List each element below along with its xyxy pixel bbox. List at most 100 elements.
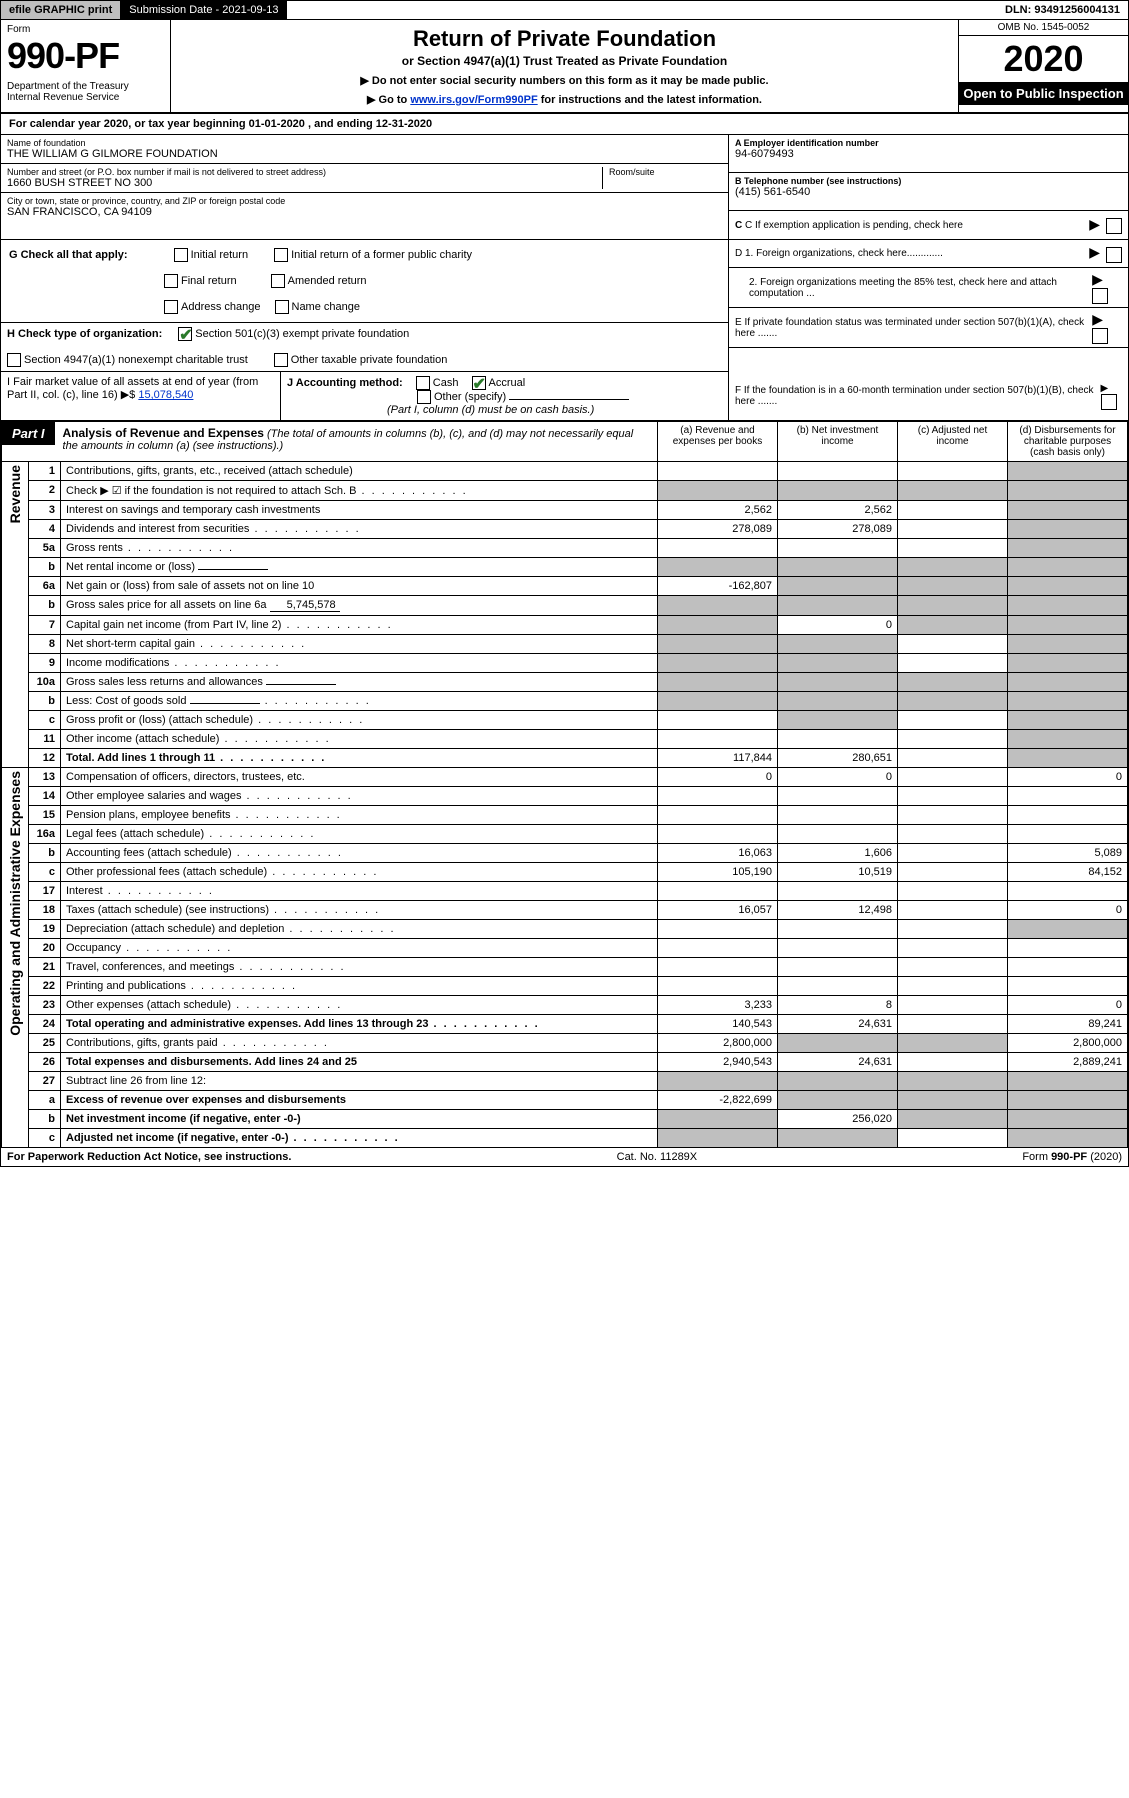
- chk-initial-former[interactable]: [274, 248, 288, 262]
- e-checkbox[interactable]: [1092, 328, 1108, 344]
- phone-value: (415) 561-6540: [735, 186, 1122, 198]
- value-cell: 2,800,000: [1008, 1034, 1128, 1053]
- line-number: 13: [29, 768, 61, 787]
- value-cell: [1008, 673, 1128, 692]
- table-row: 3Interest on savings and temporary cash …: [2, 501, 1128, 520]
- value-cell: [658, 462, 778, 481]
- chk-other-tax[interactable]: [274, 353, 288, 367]
- f-checkbox[interactable]: [1101, 394, 1117, 410]
- line-description: Depreciation (attach schedule) and deple…: [61, 920, 658, 939]
- table-row: 9Income modifications: [2, 654, 1128, 673]
- value-cell: [1008, 1091, 1128, 1110]
- value-cell: [898, 1091, 1008, 1110]
- line-number: 16a: [29, 825, 61, 844]
- j-label: J Accounting method:: [287, 377, 403, 389]
- c-exemption-row: C C If exemption application is pending,…: [729, 211, 1128, 239]
- line-number: 1: [29, 462, 61, 481]
- value-cell: [898, 1015, 1008, 1034]
- line-number: b: [29, 692, 61, 711]
- value-cell: [778, 939, 898, 958]
- dept-label: Department of the Treasury Internal Reve…: [7, 81, 164, 103]
- value-cell: [1008, 635, 1128, 654]
- submission-date: Submission Date - 2021-09-13: [121, 1, 286, 19]
- irs-link[interactable]: www.irs.gov/Form990PF: [410, 94, 537, 106]
- value-cell: [778, 692, 898, 711]
- chk-name-change[interactable]: [275, 300, 289, 314]
- g-label: G Check all that apply:: [9, 249, 128, 261]
- i-value-link[interactable]: 15,078,540: [138, 389, 193, 401]
- chk-accrual[interactable]: [472, 376, 486, 390]
- opt-accrual: Accrual: [489, 377, 526, 389]
- value-cell: [898, 711, 1008, 730]
- chk-4947[interactable]: [7, 353, 21, 367]
- value-cell: [898, 462, 1008, 481]
- line-description: Dividends and interest from securities: [61, 520, 658, 539]
- d2-checkbox[interactable]: [1092, 288, 1108, 304]
- d1-checkbox[interactable]: [1106, 247, 1122, 263]
- open-public-badge: Open to Public Inspection: [959, 82, 1128, 105]
- chk-other-method[interactable]: [417, 390, 431, 404]
- form-id-block: Form 990-PF Department of the Treasury I…: [1, 20, 171, 112]
- form-year-block: OMB No. 1545-0052 2020 Open to Public In…: [958, 20, 1128, 112]
- table-row: 5aGross rents: [2, 539, 1128, 558]
- footer-right: Form 990-PF (2020): [1022, 1151, 1122, 1163]
- line-description: Taxes (attach schedule) (see instruction…: [61, 901, 658, 920]
- value-cell: 8: [778, 996, 898, 1015]
- line-description: Check ▶ ☑ if the foundation is not requi…: [61, 481, 658, 501]
- ij-row: I Fair market value of all assets at end…: [1, 372, 1128, 421]
- line-number: c: [29, 711, 61, 730]
- j-note: (Part I, column (d) must be on cash basi…: [387, 404, 594, 416]
- value-cell: [898, 768, 1008, 787]
- line-number: 4: [29, 520, 61, 539]
- value-cell: [658, 711, 778, 730]
- value-cell: [658, 787, 778, 806]
- value-cell: [898, 825, 1008, 844]
- value-cell: [778, 462, 898, 481]
- value-cell: [778, 673, 898, 692]
- value-cell: 24,631: [778, 1015, 898, 1034]
- value-cell: [658, 977, 778, 996]
- calendar-year-row: For calendar year 2020, or tax year begi…: [1, 114, 1128, 135]
- line-description: Gross profit or (loss) (attach schedule): [61, 711, 658, 730]
- line-number: 9: [29, 654, 61, 673]
- value-cell: 0: [1008, 996, 1128, 1015]
- city-label: City or town, state or province, country…: [7, 196, 722, 206]
- value-cell: [1008, 711, 1128, 730]
- dln-label: DLN: 93491256004131: [997, 1, 1128, 19]
- e-row: E If private foundation status was termi…: [729, 308, 1128, 348]
- g-row: G Check all that apply: Initial return I…: [1, 240, 728, 323]
- table-row: 22Printing and publications: [2, 977, 1128, 996]
- line-description: Other professional fees (attach schedule…: [61, 863, 658, 882]
- table-row: 15Pension plans, employee benefits: [2, 806, 1128, 825]
- chk-final-return[interactable]: [164, 274, 178, 288]
- value-cell: [658, 481, 778, 501]
- value-cell: [898, 539, 1008, 558]
- part1-header: Part I Analysis of Revenue and Expenses …: [2, 422, 657, 456]
- table-row: 4Dividends and interest from securities2…: [2, 520, 1128, 539]
- line-description: Total expenses and disbursements. Add li…: [61, 1053, 658, 1072]
- line-description: Subtract line 26 from line 12:: [61, 1072, 658, 1091]
- chk-cash[interactable]: [416, 376, 430, 390]
- value-cell: [898, 863, 1008, 882]
- value-cell: [898, 577, 1008, 596]
- line-description: Excess of revenue over expenses and disb…: [61, 1091, 658, 1110]
- value-cell: [1008, 539, 1128, 558]
- line-number: 14: [29, 787, 61, 806]
- chk-501c3[interactable]: [178, 327, 192, 341]
- value-cell: [1008, 939, 1128, 958]
- c-checkbox[interactable]: [1106, 218, 1122, 234]
- name-value: THE WILLIAM G GILMORE FOUNDATION: [7, 148, 722, 160]
- line-number: 25: [29, 1034, 61, 1053]
- value-cell: [898, 730, 1008, 749]
- chk-address-change[interactable]: [164, 300, 178, 314]
- opt-final: Final return: [181, 275, 237, 287]
- efile-print-button[interactable]: efile GRAPHIC print: [1, 1, 121, 19]
- chk-amended[interactable]: [271, 274, 285, 288]
- value-cell: 0: [1008, 768, 1128, 787]
- chk-initial-return[interactable]: [174, 248, 188, 262]
- value-cell: [1008, 806, 1128, 825]
- value-cell: [658, 1129, 778, 1148]
- line-description: Travel, conferences, and meetings: [61, 958, 658, 977]
- value-cell: 24,631: [778, 1053, 898, 1072]
- value-cell: [898, 958, 1008, 977]
